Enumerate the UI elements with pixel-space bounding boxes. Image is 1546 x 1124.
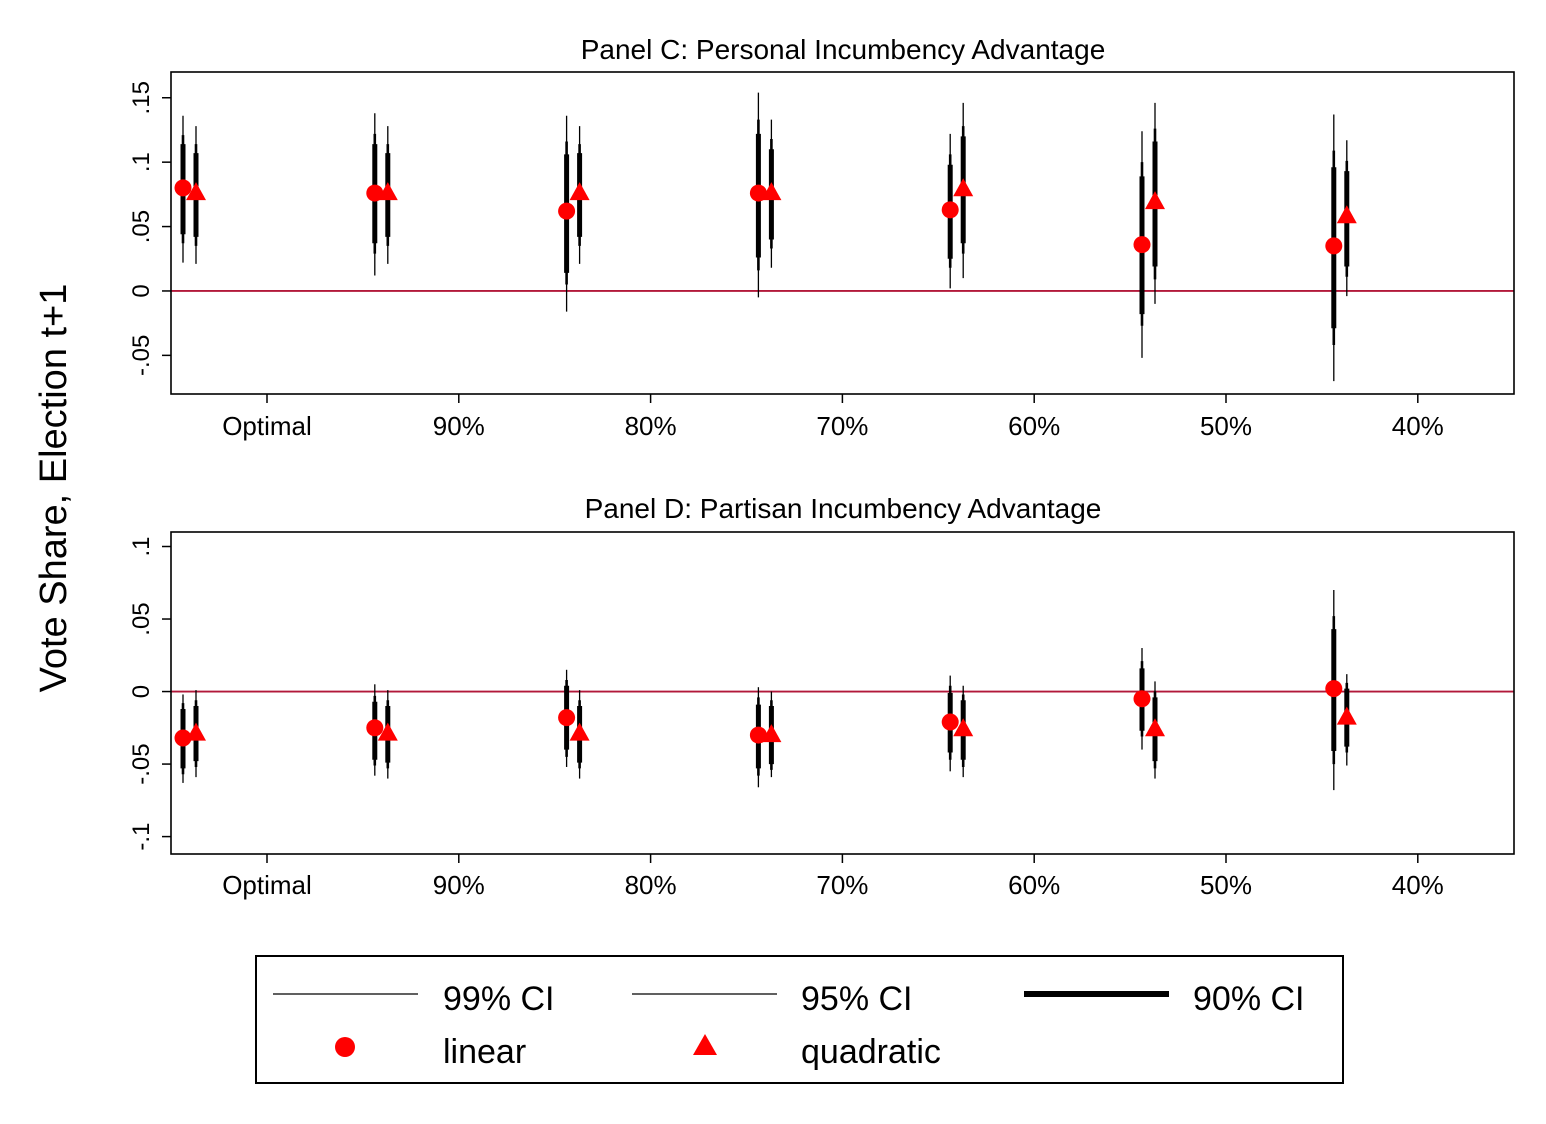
y-tick-label: .1 [128, 152, 155, 172]
legend-frame [255, 955, 1344, 1084]
point-estimate-linear [941, 201, 959, 219]
y-tick-label: -.05 [128, 743, 155, 784]
point-estimate-quadratic [377, 182, 398, 201]
y-tick-label: .1 [128, 536, 155, 556]
shared-ylabel: Vote Share, Election t+1 [33, 284, 75, 693]
y-tick-label: -.05 [128, 335, 155, 376]
x-tick-label: 60% [1008, 870, 1060, 900]
plot-area: -.1 -.05 0 .05 .1 Optimal 90% 80% 70% 60% 50% 40% [128, 536, 1514, 900]
point-estimate-quadratic [569, 182, 590, 201]
x-tick-label: 70% [816, 870, 868, 900]
y-tick-label: 0 [128, 284, 155, 297]
plot-area: -.05 0 .05 .1 .15 Optimal 90% 80% 70% 60% 50% 40% [128, 81, 1514, 441]
point-estimate-quadratic [761, 724, 782, 743]
point-estimate-quadratic [1145, 191, 1165, 210]
point-estimate-quadratic [186, 182, 206, 201]
point-estimate-linear [1133, 690, 1151, 708]
legend-circle-marker [335, 1037, 355, 1057]
x-tick-label: 90% [433, 870, 485, 900]
point-estimate-linear [941, 713, 959, 731]
point-estimate-quadratic [569, 722, 590, 741]
x-tick-label: 90% [433, 411, 485, 441]
y-tick-label: .05 [128, 210, 155, 243]
point-estimate-linear [749, 726, 767, 744]
x-tick-label: 80% [625, 870, 677, 900]
plot-frame [170, 71, 1515, 395]
legend-label-90ci: 90% CI [1193, 980, 1305, 1018]
x-tick-label: 70% [816, 411, 868, 441]
x-tick-label: 40% [1392, 411, 1444, 441]
panel-title: Panel C: Personal Incumbency Advantage [581, 34, 1106, 65]
point-estimate-linear [749, 184, 767, 202]
x-tick-label: 50% [1200, 411, 1252, 441]
y-tick-label: 0 [128, 685, 155, 698]
plot-frame [170, 531, 1515, 855]
x-tick-label: 60% [1008, 411, 1060, 441]
point-estimate-linear [174, 179, 192, 197]
point-estimate-linear [1133, 236, 1151, 254]
point-estimate-linear [1325, 680, 1343, 698]
point-estimate-quadratic [953, 718, 974, 737]
x-tick-label: Optimal [222, 411, 312, 441]
y-tick-label: .05 [128, 602, 155, 635]
point-estimate-linear [366, 719, 384, 737]
y-tick-label: .15 [128, 81, 155, 114]
legend-label-linear: linear [443, 1033, 526, 1071]
x-tick-label: 80% [625, 411, 677, 441]
point-estimate-linear [174, 729, 192, 747]
point-estimate-quadratic [186, 722, 206, 741]
x-tick-label: 40% [1392, 870, 1444, 900]
x-tick-label: 50% [1200, 870, 1252, 900]
legend-label-95ci: 95% CI [801, 980, 913, 1018]
legend-triangle-marker [693, 1034, 717, 1055]
x-tick-label: Optimal [222, 870, 312, 900]
point-estimate-quadratic [953, 178, 974, 197]
point-estimate-linear [558, 709, 576, 727]
point-estimate-quadratic [1145, 718, 1165, 737]
panel-title: Panel D: Partisan Incumbency Advantage [585, 493, 1102, 524]
panel-c: Panel C: Personal Incumbency Advantage -… [128, 34, 1515, 441]
point-estimate-quadratic [1336, 706, 1357, 725]
legend: 99% CI 95% CI 90% CI linear quadratic [255, 955, 1344, 1084]
point-estimate-quadratic [1336, 205, 1357, 224]
point-estimate-linear [1325, 237, 1343, 255]
point-estimate-quadratic [377, 722, 398, 741]
point-estimate-linear [558, 202, 576, 220]
panel-d: Panel D: Partisan Incumbency Advantage -… [128, 493, 1515, 900]
point-estimate-quadratic [761, 182, 782, 201]
point-estimate-linear [366, 184, 384, 202]
legend-label-quadratic: quadratic [801, 1033, 941, 1071]
legend-label-99ci: 99% CI [443, 980, 555, 1018]
y-tick-label: -.1 [128, 823, 155, 851]
